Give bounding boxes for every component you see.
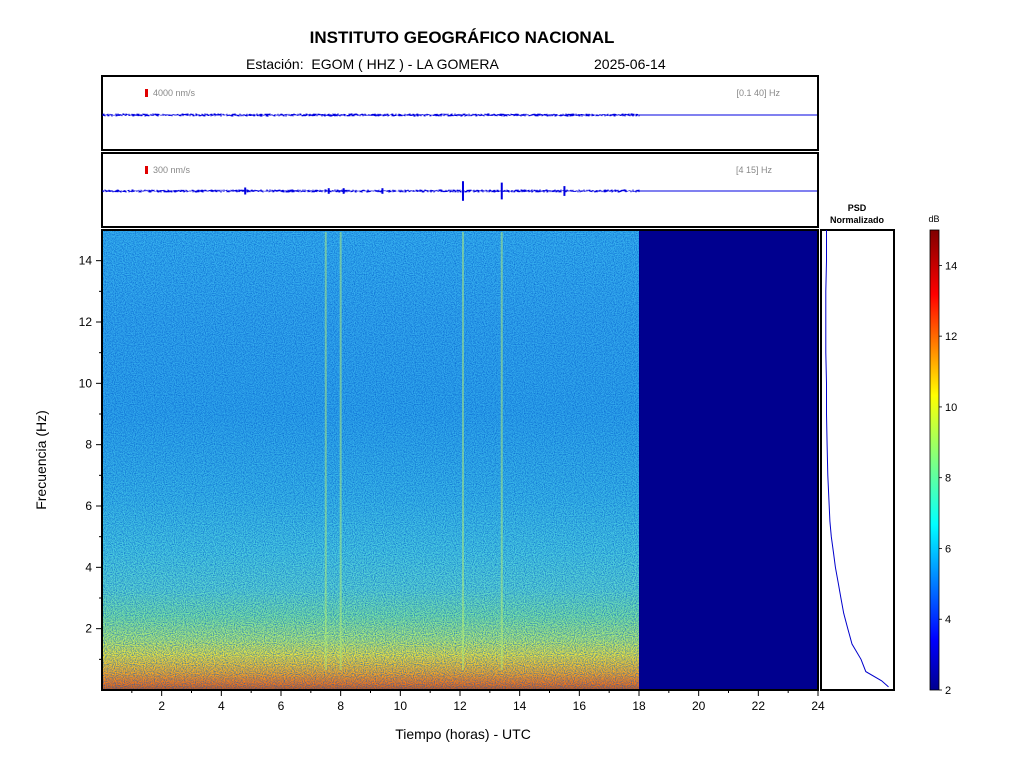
chart-title: INSTITUTO GEOGRÁFICO NACIONAL [309,28,615,47]
filter-label: [0.1 40] Hz [736,88,780,98]
y-axis-label: Frecuencia (Hz) [33,410,49,510]
colorbar-tick-label: 4 [945,614,951,626]
scale-bar-icon [145,89,148,97]
scale-label: 300 nm/s [153,165,191,175]
y-tick-label: 2 [85,622,92,636]
panel-frame [101,75,819,151]
y-tick-label: 4 [85,560,92,574]
x-axis-label: Tiempo (horas) - UTC [395,726,531,742]
psd-title-line1: PSD [848,203,867,213]
x-tick-label: 12 [453,699,467,713]
filter-label: [4 15] Hz [736,165,773,175]
x-tick-label: 18 [632,699,646,713]
scale-label: 4000 nm/s [153,88,196,98]
spectrogram-event-lines [324,232,503,670]
psd-frame [820,229,895,691]
colorbar: dB 2 4 6 8 10 12 14 [928,214,957,697]
seismogram-panel-filtered: 300 nm/s [4 15] Hz [101,152,819,228]
y-tick-label: 8 [85,438,92,452]
x-tick-label: 24 [811,699,825,713]
y-tick-label: 14 [79,254,93,268]
y-tick-label: 10 [79,376,93,390]
seismogram-trace [102,113,817,117]
date-label: 2025-06-14 [594,56,666,72]
colorbar-tick-label: 6 [945,543,951,555]
x-tick-label: 14 [513,699,527,713]
x-tick-label: 6 [278,699,285,713]
trace-waveform [102,113,640,117]
colorbar-tick-label: 14 [945,260,957,272]
x-tick-label: 2 [158,699,165,713]
colorbar-tick-label: 8 [945,473,951,485]
colorbar-gradient [929,229,940,691]
station-label: Estación: EGOM ( HHZ ) - LA GOMERA [246,56,499,72]
colorbar-tick-label: 2 [945,685,951,697]
colorbar-ticks: 2 4 6 8 10 12 14 [939,260,957,697]
colorbar-tick-label: 12 [945,331,957,343]
psd-panel: PSD Normalizado [820,203,895,691]
trace-waveform [102,189,640,193]
psd-title-line2: Normalizado [830,215,885,225]
colorbar-tick-label: 10 [945,402,957,414]
x-tick-label: 16 [573,699,587,713]
x-tick-label: 4 [218,699,225,713]
x-tick-label: 8 [337,699,344,713]
seismogram-trace [102,181,817,201]
x-tick-label: 22 [752,699,766,713]
psd-curve [825,230,889,688]
x-tick-label: 10 [394,699,408,713]
colorbar-unit-label: dB [928,214,939,224]
scale-bar-icon [145,166,148,174]
y-tick-label: 12 [79,315,93,329]
y-tick-label: 6 [85,499,92,513]
spectrogram-noise [102,230,639,690]
x-tick-label: 20 [692,699,706,713]
seismogram-panel-broadband: 4000 nm/s [0.1 40] Hz [101,75,819,151]
spectrogram-no-data-area [639,230,818,690]
